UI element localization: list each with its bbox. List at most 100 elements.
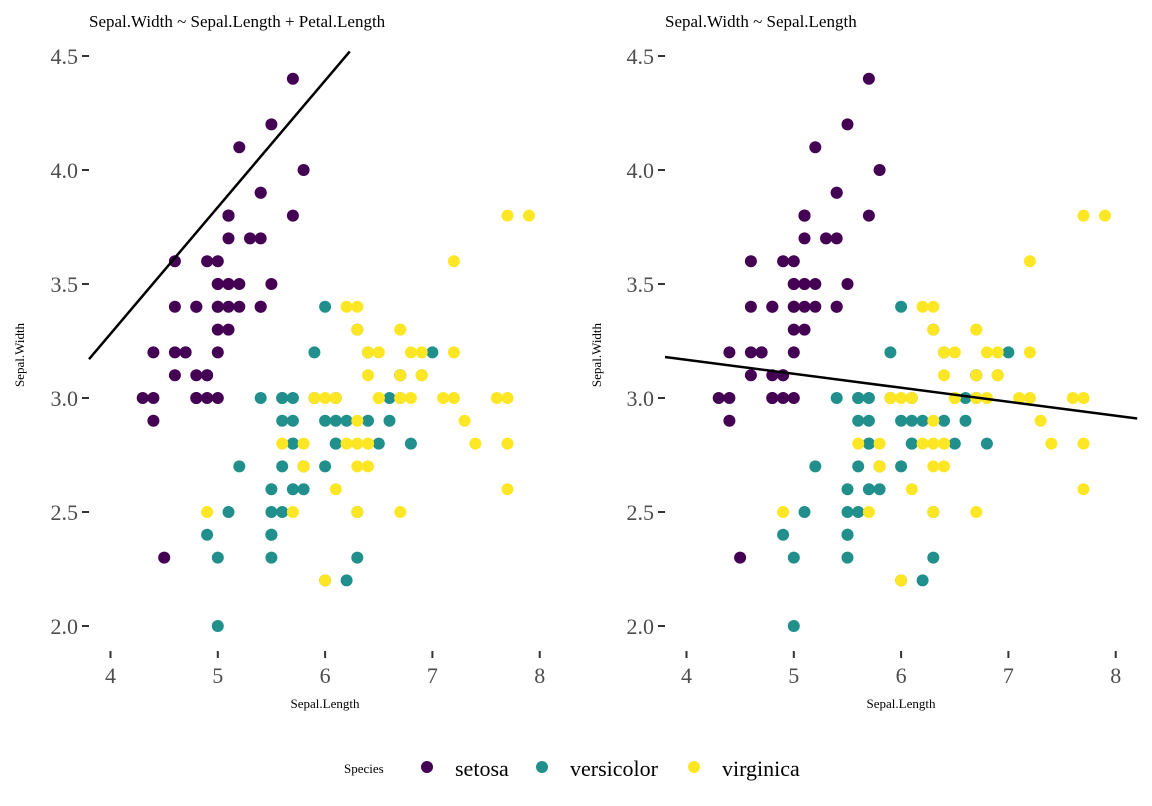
legend-item-setosa: setosa xyxy=(421,756,509,781)
data-point xyxy=(211,392,224,404)
data-point xyxy=(1023,255,1036,268)
data-point xyxy=(490,392,503,404)
legend-label: virginica xyxy=(722,756,800,781)
data-point xyxy=(852,437,865,450)
data-point xyxy=(233,141,246,154)
data-point xyxy=(340,574,353,587)
data-point xyxy=(841,118,854,131)
x-tick-label: 6 xyxy=(896,663,907,688)
data-point xyxy=(351,300,364,313)
data-point xyxy=(830,392,843,404)
data-point xyxy=(744,300,757,313)
data-point xyxy=(233,460,246,473)
data-point xyxy=(991,369,1004,382)
data-point xyxy=(211,551,224,564)
data-point xyxy=(286,414,299,427)
data-point xyxy=(222,506,235,518)
data-point xyxy=(884,392,897,404)
data-point xyxy=(766,300,779,313)
legend-item-virginica: virginica xyxy=(688,756,800,781)
data-point xyxy=(286,392,299,404)
data-point xyxy=(351,506,364,518)
data-point xyxy=(297,164,310,176)
data-point xyxy=(916,300,929,313)
data-point xyxy=(447,255,460,268)
data-point xyxy=(744,255,757,268)
data-point xyxy=(286,72,299,85)
data-point xyxy=(168,369,181,382)
data-point xyxy=(329,414,342,427)
data-point xyxy=(501,209,514,222)
data-point xyxy=(201,392,214,404)
data-point xyxy=(884,346,897,359)
data-point xyxy=(254,392,267,404)
data-point xyxy=(447,392,460,404)
data-point xyxy=(404,437,417,450)
data-point xyxy=(777,528,790,541)
data-point xyxy=(276,437,289,450)
data-point xyxy=(297,437,310,450)
x-tick-label: 5 xyxy=(212,663,223,688)
series-virginica xyxy=(777,209,1111,587)
legend-key xyxy=(421,761,433,773)
data-point xyxy=(372,392,385,404)
data-point xyxy=(777,506,790,518)
data-point xyxy=(862,437,875,450)
data-point xyxy=(938,346,950,359)
data-point xyxy=(927,323,940,336)
data-point xyxy=(211,346,224,359)
y-tick-label: 3.5 xyxy=(51,272,79,297)
data-point xyxy=(787,255,800,268)
data-point xyxy=(190,392,203,404)
data-point xyxy=(873,164,886,176)
data-point xyxy=(744,369,757,382)
legend-item-versicolor: versicolor xyxy=(536,756,659,781)
data-point xyxy=(201,255,214,268)
data-point xyxy=(1077,209,1090,222)
data-point xyxy=(938,460,950,473)
data-point xyxy=(905,437,918,450)
data-point xyxy=(938,414,950,427)
data-point xyxy=(319,300,332,313)
data-point xyxy=(927,551,940,564)
data-point xyxy=(927,437,940,450)
data-point xyxy=(841,278,854,290)
series-virginica xyxy=(201,209,535,587)
data-point xyxy=(798,506,811,518)
legend-label: setosa xyxy=(455,756,509,781)
data-point xyxy=(723,346,736,359)
data-point xyxy=(362,414,374,427)
y-axis-title: Sepal.Width xyxy=(12,322,27,387)
data-point xyxy=(351,437,364,450)
data-point xyxy=(895,574,908,587)
y-tick-label: 2.5 xyxy=(51,500,79,525)
y-tick-label: 4.0 xyxy=(627,158,655,183)
data-point xyxy=(723,414,736,427)
panel-multiple-regression: Sepal.Width ~ Sepal.Length + Petal.Lengt… xyxy=(12,12,545,711)
data-point xyxy=(970,323,983,336)
data-point xyxy=(895,414,908,427)
data-point xyxy=(329,437,342,450)
data-point xyxy=(895,392,908,404)
data-point xyxy=(372,437,385,450)
data-point xyxy=(798,278,811,290)
data-point xyxy=(1002,346,1015,359)
data-point xyxy=(211,300,224,313)
y-tick-label: 2.0 xyxy=(51,614,79,639)
data-point xyxy=(916,414,929,427)
y-tick-label: 2.0 xyxy=(627,614,655,639)
x-axis-title: Sepal.Length xyxy=(867,696,936,711)
data-point xyxy=(383,414,396,427)
legend-title: Species xyxy=(344,761,384,776)
data-point xyxy=(351,323,364,336)
data-point xyxy=(927,460,940,473)
data-point xyxy=(501,392,514,404)
data-point xyxy=(809,300,822,313)
data-point xyxy=(372,346,385,359)
panel-simple-regression: Sepal.Width ~ Sepal.Length 2.0 2.5 3.0 3.5 4.… xyxy=(589,12,1138,711)
data-point xyxy=(830,186,843,199)
y-tick-label: 3.5 xyxy=(627,272,655,297)
data-point xyxy=(458,414,471,427)
legend-key xyxy=(536,761,548,773)
data-point xyxy=(319,574,332,587)
